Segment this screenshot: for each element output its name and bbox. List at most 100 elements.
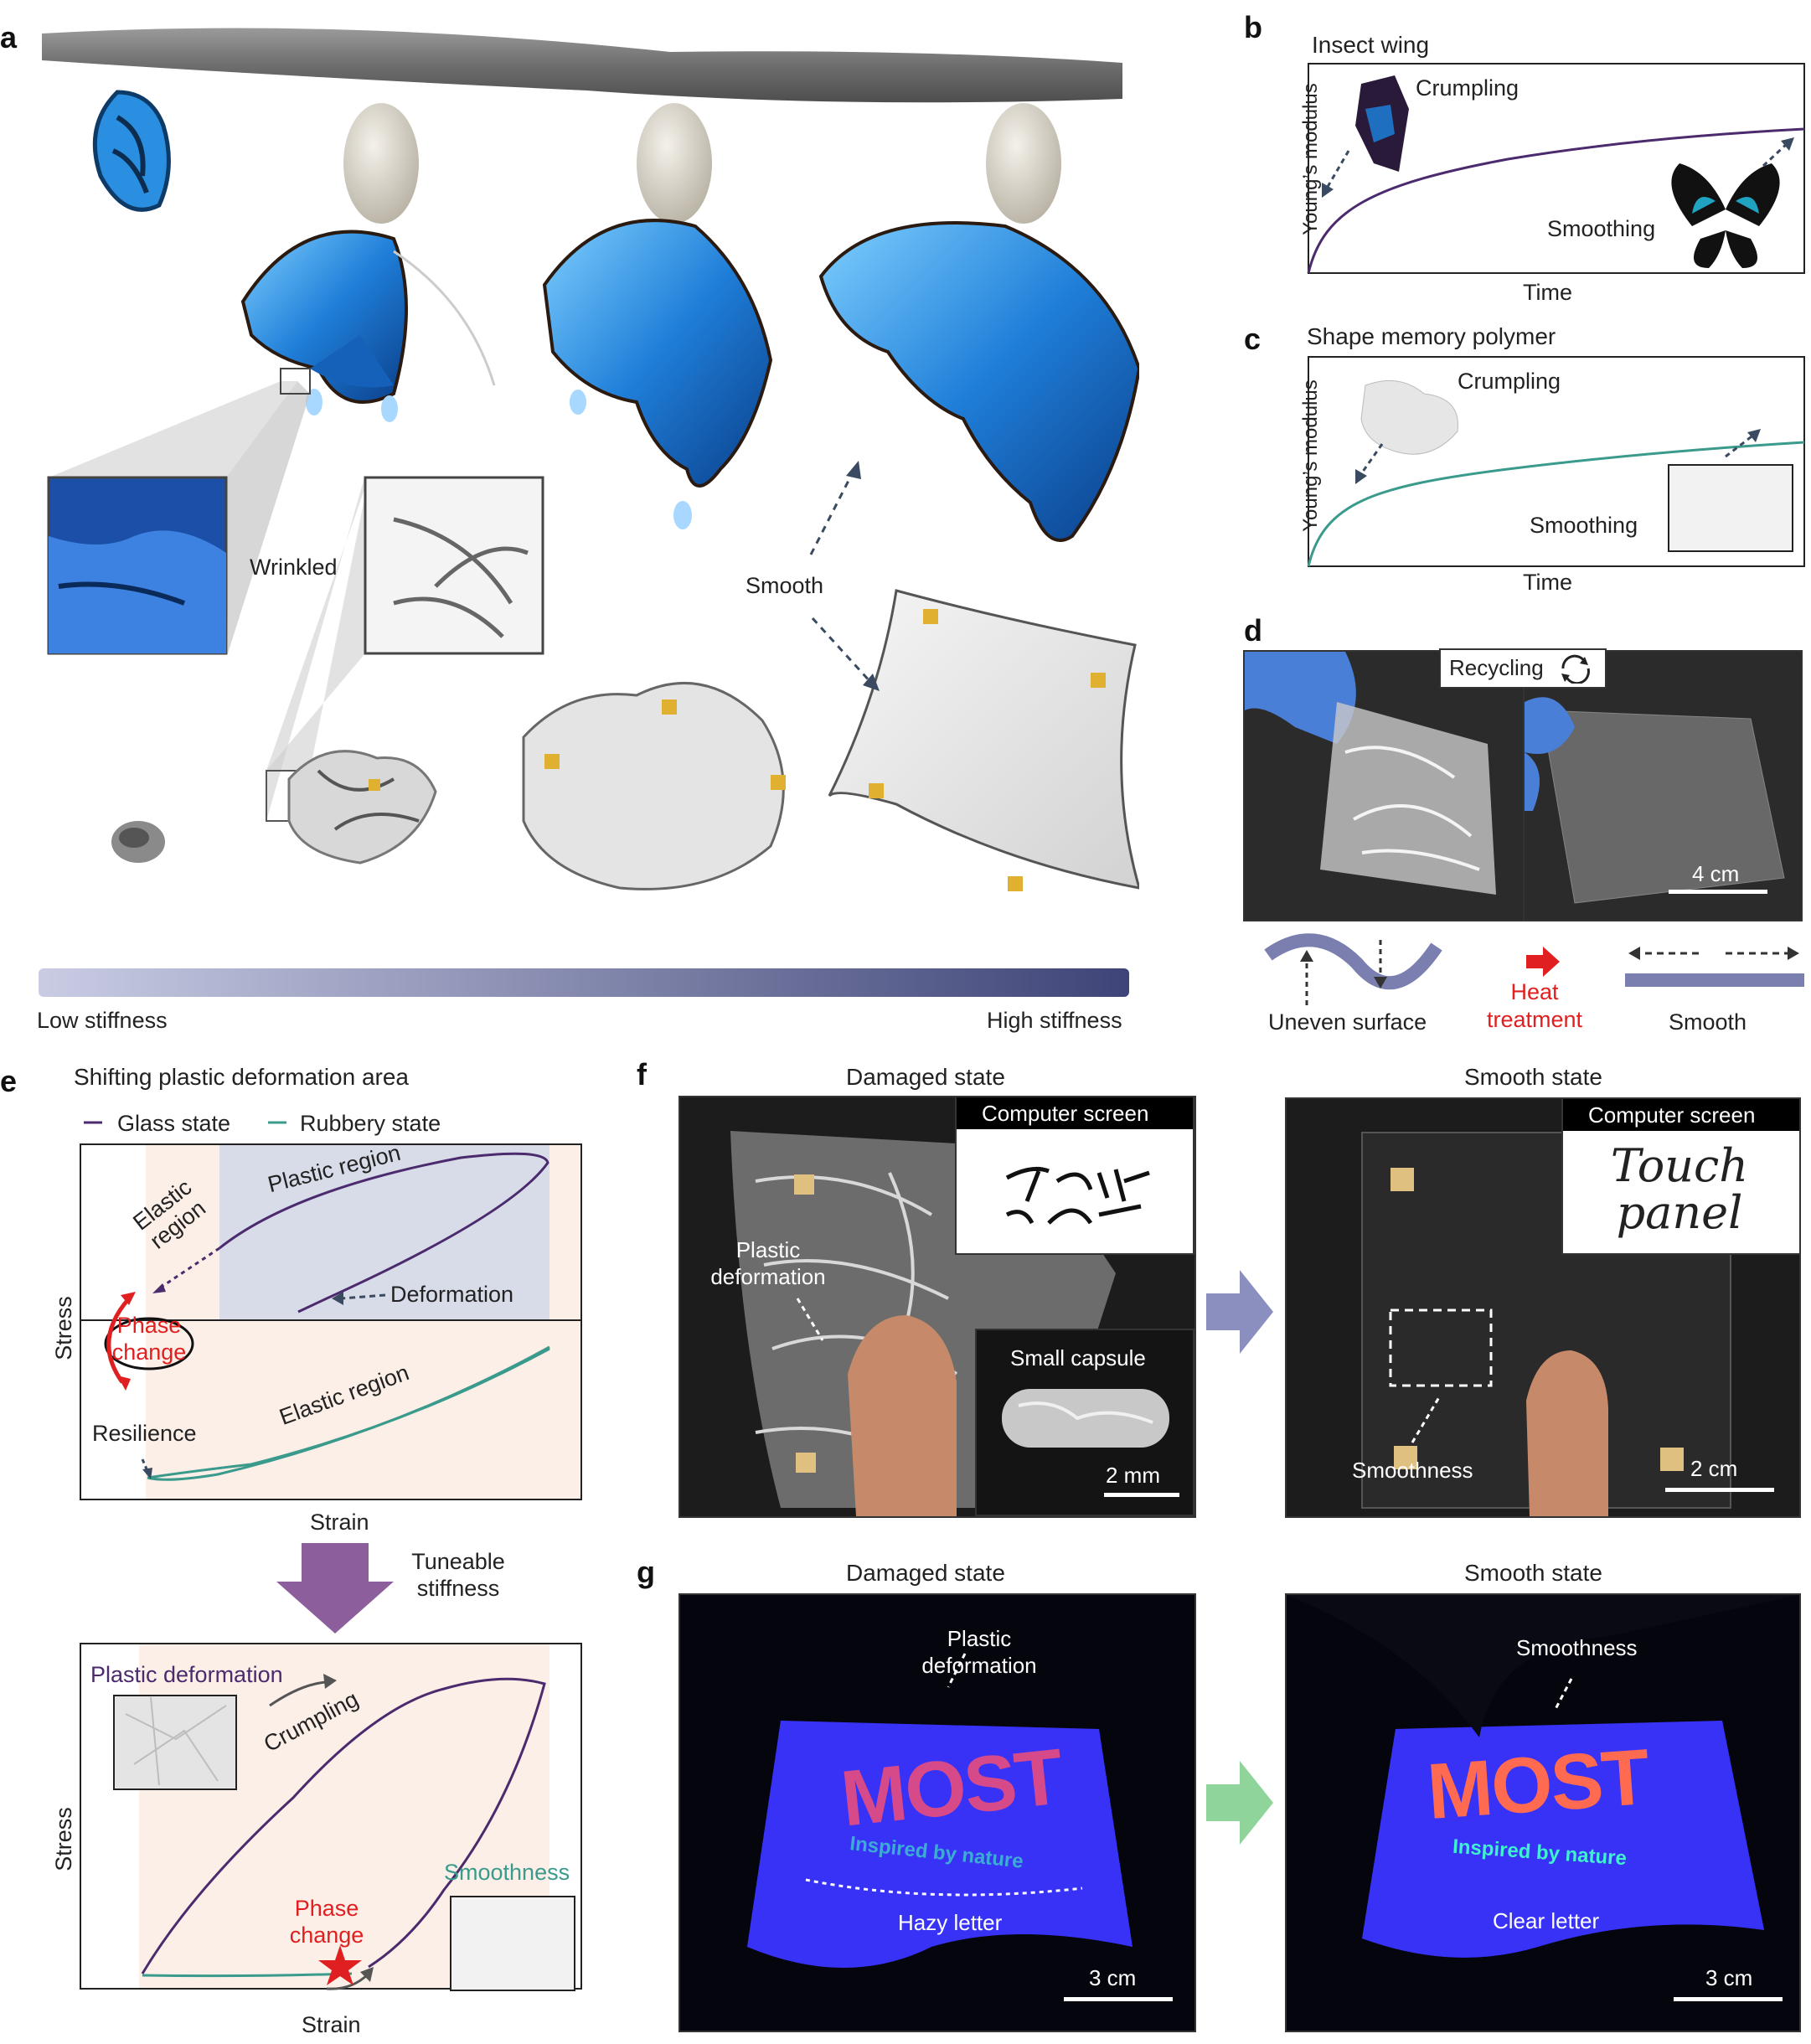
recycle-icon	[1561, 654, 1590, 684]
branch	[42, 28, 1122, 103]
panel-c-ylabel: Young’s modulus	[1299, 379, 1322, 532]
panel-label-b: b	[1244, 10, 1262, 44]
panel-label-c: c	[1244, 322, 1262, 356]
panel-label-g: g	[637, 1555, 655, 1589]
crumpled-paper-icon	[113, 1695, 237, 1790]
f-smoothness-label: Smoothness	[1352, 1458, 1473, 1483]
uneven-surface-label: Uneven surface	[1268, 1009, 1427, 1035]
clear-letter-label: Clear letter	[1493, 1908, 1600, 1933]
panel-b-ylabel: Young’s modulus	[1299, 83, 1322, 235]
recycling-photo-crumpled	[1243, 650, 1525, 921]
g-transition-arrow	[1206, 1761, 1273, 1845]
touch-panel-handwriting: Touch panel	[1610, 1139, 1749, 1239]
g-damaged-title: Damaged state	[846, 1560, 1005, 1586]
f-scale-small-label: 2 mm	[1106, 1463, 1160, 1488]
f-small-capsule-inset	[975, 1329, 1194, 1516]
f-scale-bar-small	[1104, 1493, 1179, 1497]
panel-c-chart	[1307, 356, 1805, 567]
panel-label-e: e	[0, 1064, 18, 1098]
panel-e-top-chart	[80, 1143, 582, 1500]
small-capsule-label: Small capsule	[1010, 1345, 1146, 1370]
panel-d-schematic	[1264, 933, 1804, 1005]
g-scale-1-label: 3 cm	[1089, 1965, 1137, 1990]
wrinkled-label: Wrinkled	[250, 555, 338, 580]
g-most-text-clear: MOST	[1424, 1732, 1651, 1836]
resilience-label: Resilience	[92, 1421, 197, 1446]
crumpled-polymer-icon	[1360, 379, 1458, 455]
polymer-partly-unfolded	[522, 681, 786, 890]
recycling-photo-smooth	[1523, 650, 1803, 921]
panel-b-title: Insect wing	[1312, 32, 1430, 58]
d-scale-bar	[1669, 890, 1767, 894]
f-scale-large-label: 2 cm	[1690, 1456, 1738, 1481]
tuneable-stiffness-label: Tuneable stiffness	[411, 1549, 505, 1601]
g-smoothness-label: Smoothness	[1516, 1635, 1638, 1660]
wing-closeup-inset	[47, 476, 228, 655]
polymer-closeup-inset	[364, 476, 544, 655]
panel-b-crumpling: Crumpling	[1416, 75, 1519, 101]
g-scale-bar-1	[1064, 1997, 1173, 2001]
recycling-label: Recycling	[1449, 655, 1544, 680]
recycling-box	[1439, 648, 1607, 689]
panel-label-a: a	[0, 20, 18, 54]
smooth-polymer-icon	[1668, 464, 1793, 552]
smooth-sheet-icon	[450, 1896, 575, 1991]
f-computer-screen-label-2: Computer screen	[1588, 1102, 1756, 1128]
f-plastic-deformation-label: Plastic deformation	[710, 1237, 826, 1289]
f-computer-screen-label-1: Computer screen	[982, 1101, 1149, 1126]
panel-label-f: f	[637, 1057, 647, 1092]
f-transition-arrow	[1206, 1270, 1273, 1354]
phase-change-star-icon	[318, 1945, 362, 1985]
heat-arrow-icon	[1526, 947, 1560, 977]
panel-c-crumpling: Crumpling	[1458, 369, 1561, 394]
stress-label-top: Stress	[50, 1296, 76, 1360]
phase-change-label: Phase change	[111, 1313, 187, 1365]
g-smooth-photo	[1285, 1593, 1801, 2032]
panel-c-smoothing: Smoothing	[1530, 513, 1638, 538]
panel-b-xlabel: Time	[1523, 280, 1572, 305]
strain-label-bottom: Strain	[302, 2012, 361, 2037]
wing-crumpled-icon	[1355, 75, 1409, 172]
d-scale-label: 4 cm	[1692, 861, 1740, 886]
phase-change-label-2: Phase change	[289, 1896, 364, 1948]
f-damaged-title: Damaged state	[846, 1064, 1005, 1090]
panel-a-illustration	[39, 28, 1139, 997]
stress-label-bottom: Stress	[50, 1807, 76, 1871]
panel-c-xlabel: Time	[1523, 570, 1572, 595]
f-computer-screen-touchpanel	[1561, 1097, 1801, 1255]
smoothness-label-e: Smoothness	[444, 1860, 570, 1885]
butterfly-smooth	[818, 221, 1139, 542]
g-plastic-deformation-label: Plastic deformation	[921, 1626, 1037, 1678]
tuneable-arrow-icon	[276, 1543, 394, 1634]
panel-e-bottom-chart	[80, 1643, 582, 1991]
strain-label-top: Strain	[310, 1510, 369, 1535]
chrysalis-blue	[92, 90, 171, 212]
legend-glass-state: Glass state	[117, 1111, 231, 1136]
f-computer-screen-scribble	[955, 1096, 1194, 1255]
g-scale-bar-2	[1674, 1997, 1783, 2001]
g-damaged-photo	[678, 1593, 1196, 2032]
plastic-deformation-label-e: Plastic deformation	[90, 1662, 283, 1687]
hazy-letter-label: Hazy letter	[898, 1910, 1003, 1935]
butterfly-crumpled	[240, 230, 496, 422]
d-smooth-label: Smooth	[1669, 1009, 1747, 1035]
cocoon-2	[637, 103, 712, 224]
cocoon-3	[986, 103, 1061, 224]
polymer-smooth-sheet	[828, 589, 1139, 891]
panel-e-legend	[84, 1121, 286, 1124]
cocoon-1	[343, 103, 419, 224]
deformation-label: Deformation	[390, 1282, 514, 1307]
f-scale-bar-large	[1665, 1488, 1774, 1492]
heat-treatment-label: Heat treatment	[1486, 979, 1583, 1032]
legend-rubbery-state: Rubbery state	[300, 1111, 441, 1136]
low-stiffness-label: Low stiffness	[37, 1008, 168, 1033]
butterfly-icon	[1671, 163, 1780, 268]
butterfly-partial	[542, 219, 773, 529]
panel-e-title: Shifting plastic deformation area	[74, 1064, 409, 1090]
panel-b-chart	[1307, 63, 1805, 274]
high-stiffness-label: High stiffness	[987, 1008, 1122, 1033]
polymer-tiny-crumpled	[111, 821, 165, 863]
polymer-crumpled-ball	[287, 750, 437, 865]
stiffness-gradient-bar	[39, 968, 1129, 997]
f-smooth-title: Smooth state	[1464, 1064, 1602, 1090]
